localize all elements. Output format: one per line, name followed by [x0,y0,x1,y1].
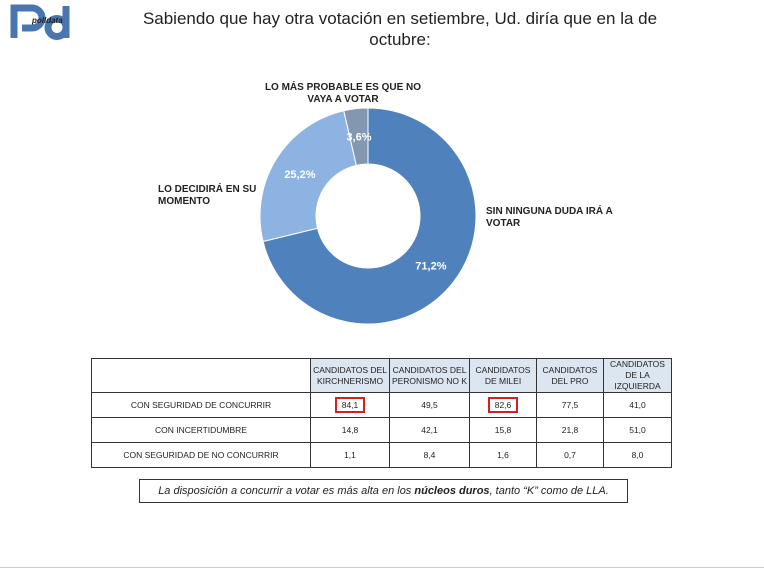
slice-value-label: 25,2% [284,169,315,181]
row-label: CON INCERTIDUMBRE [91,417,311,443]
table-cell: 84,1 [310,392,390,418]
table-cell: 77,5 [536,392,604,418]
table-cell: 8,4 [389,442,470,468]
table-cell: 1,6 [469,442,537,468]
label-decidira: LO DECIDIRÁ EN SU MOMENTO [158,184,257,207]
data-table: CANDIDATOS DEL KIRCHNERISMO CANDIDATOS D… [91,358,672,468]
header-milei: CANDIDATOS DE MILEI [469,358,537,393]
cell-text: CON SEGURIDAD DE CONCURRIR [130,400,272,410]
header-blank [91,358,311,393]
cell-text: 82,6 [487,397,519,413]
table-cell: 82,6 [469,392,537,418]
table-cell: 1,1 [310,442,390,468]
cell-text: CON INCERTIDUMBRE [155,425,247,435]
slice-value-label: 3,6% [346,132,371,144]
header-peronismo: CANDIDATOS DEL PERONISMO NO K [389,358,470,393]
cell-text: 21,8 [561,425,579,435]
donut-chart: 71,2% 25,2% 3,6% [259,107,477,325]
header-izquierda: CANDIDATOS DE LA IZQUIERDA [603,358,672,393]
donut-slice [343,107,369,166]
cell-text: CON SEGURIDAD DE NO CONCURRIR [123,450,279,460]
table-cell: 42,1 [389,417,470,443]
note-text: La disposición a concurrir a votar es má… [158,485,415,497]
page-title: Sabiendo que hay otra votación en setiem… [142,9,658,49]
table-row: CON SEGURIDAD DE NO CONCURRIR 1,1 8,4 1,6 0,… [91,442,672,468]
label-no-votar: LO MÁS PROBABLE ES QUE NO VAYA A VOTAR [264,82,422,105]
note-text-end: , tanto “K” como de LLA. [489,485,609,497]
polldata-logo: polldata [10,4,70,40]
cell-text: 84,1 [334,397,366,413]
donut-slice [259,110,357,243]
cell-text: 14,8 [341,425,359,435]
slice-value-label: 71,2% [415,260,446,272]
cell-text: 51,0 [629,425,646,435]
table-cell: 21,8 [536,417,604,443]
header-kirchnerismo: CANDIDATOS DEL KIRCHNERISMO [310,358,390,393]
table-row: CON INCERTIDUMBRE 14,8 42,1 15,8 21,8 51,0 [91,417,672,443]
row-label: CON SEGURIDAD DE NO CONCURRIR [91,442,311,468]
table-cell: 0,7 [536,442,604,468]
table-cell: 14,8 [310,417,390,443]
label-ira-votar: SIN NINGUNA DUDA IRÁ A VOTAR [486,206,613,229]
table-cell: 41,0 [603,392,672,418]
table-row: CON SEGURIDAD DE CONCURRIR 84,1 49,5 82,6 77… [91,392,672,418]
svg-text:polldata: polldata [31,16,63,25]
note-box: La disposición a concurrir a votar es má… [139,479,628,503]
table-cell: 49,5 [389,392,470,418]
cell-text: 0,7 [564,450,576,460]
cell-text: 42,1 [421,425,438,435]
table-cell: 8,0 [603,442,672,468]
donut-slice [262,107,477,325]
cell-text: 15,8 [494,425,512,435]
header-pro: CANDIDATOS DEL PRO [536,358,604,393]
cell-text: 1,6 [497,450,509,460]
row-label: CON SEGURIDAD DE CONCURRIR [91,392,311,418]
cell-text: 49,5 [421,400,438,410]
cell-text: 8,0 [631,450,644,460]
cell-text: 77,5 [561,400,579,410]
divider [0,567,764,568]
cell-text: 8,4 [423,450,436,460]
table-cell: 15,8 [469,417,537,443]
cell-text: 41,0 [629,400,646,410]
cell-text: 1,1 [344,450,356,460]
note-bold: núcleos duros [414,485,490,497]
table-cell: 51,0 [603,417,672,443]
